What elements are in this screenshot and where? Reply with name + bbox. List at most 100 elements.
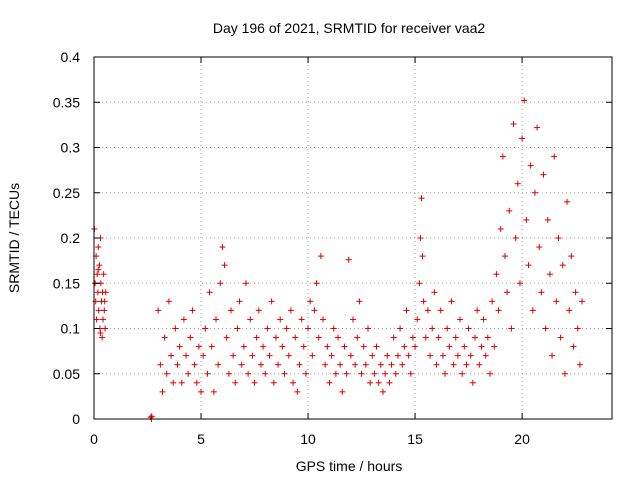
data-point [570, 343, 577, 350]
data-point [337, 361, 344, 368]
data-point [454, 352, 461, 359]
data-point [213, 316, 220, 323]
data-point [519, 135, 526, 142]
data-point [497, 225, 504, 232]
data-point [219, 244, 226, 251]
data-point [99, 334, 106, 341]
data-point [99, 316, 106, 323]
data-point [399, 361, 406, 368]
data-point [401, 343, 408, 350]
data-point [255, 307, 262, 314]
data-point [174, 361, 181, 368]
data-point [420, 298, 427, 305]
data-point [236, 298, 243, 305]
data-point [394, 352, 401, 359]
data-point [461, 343, 468, 350]
y-tick-label: 0 [72, 411, 80, 427]
data-point [551, 153, 558, 160]
data-point [302, 370, 309, 377]
data-point [232, 379, 239, 386]
data-point [352, 361, 359, 368]
data-point [472, 334, 479, 341]
data-point [574, 325, 581, 332]
data-point [100, 271, 107, 278]
data-point [512, 235, 519, 241]
data-point [260, 343, 267, 350]
data-point [412, 343, 419, 350]
data-point [217, 280, 224, 287]
data-point [553, 298, 560, 305]
data-point [482, 352, 489, 359]
x-tick-label: 0 [90, 431, 98, 447]
data-point [422, 334, 429, 341]
data-point [388, 361, 395, 368]
data-point [298, 316, 305, 323]
data-point [397, 325, 404, 332]
data-point [566, 307, 573, 314]
data-point [215, 361, 222, 368]
data-point [95, 266, 102, 273]
data-point [510, 120, 517, 127]
data-point [480, 316, 487, 323]
data-point [266, 352, 273, 359]
data-point [294, 388, 301, 395]
data-point [508, 325, 515, 332]
data-point [296, 361, 303, 368]
data-point [371, 370, 378, 377]
data-point [277, 316, 284, 323]
data-point [450, 361, 457, 368]
data-point [198, 388, 205, 395]
data-point [360, 343, 367, 350]
y-tick-label: 0.3 [61, 140, 81, 156]
data-point [328, 352, 335, 359]
data-point [493, 271, 500, 278]
data-point [290, 379, 297, 386]
data-point [540, 171, 547, 178]
data-point [362, 361, 369, 368]
data-point [572, 289, 579, 296]
data-point [101, 307, 108, 314]
data-point [93, 316, 100, 323]
data-point [542, 325, 549, 332]
data-point [148, 413, 155, 420]
data-point [356, 298, 363, 305]
data-point [446, 343, 453, 350]
data-point [155, 307, 162, 314]
data-point [161, 334, 168, 341]
data-point [272, 334, 279, 341]
data-point [459, 370, 466, 377]
data-point [463, 361, 470, 368]
data-point [270, 379, 277, 386]
x-axis-label: GPS time / hours [296, 458, 403, 474]
y-tick-label: 0.1 [61, 321, 81, 337]
data-point [240, 343, 247, 350]
data-point [442, 370, 449, 377]
data-point [242, 280, 249, 287]
data-point [170, 379, 177, 386]
data-point [392, 370, 399, 377]
data-point [457, 316, 464, 323]
data-point [165, 298, 172, 305]
data-point [373, 343, 380, 350]
data-point [185, 370, 192, 377]
data-point [94, 271, 101, 278]
data-point [347, 352, 354, 359]
data-point [102, 289, 109, 296]
grid [94, 57, 612, 419]
x-tick-label: 20 [514, 431, 530, 447]
data-point [176, 343, 183, 350]
data-point [564, 198, 571, 205]
data-point [386, 379, 393, 386]
data-point [183, 352, 190, 359]
data-point [168, 352, 175, 359]
data-point [478, 343, 485, 350]
y-axis-label: SRMTID / TECUs [6, 183, 22, 293]
data-point [313, 280, 320, 287]
data-point [435, 334, 442, 341]
data-point [405, 352, 412, 359]
data-point [172, 325, 179, 332]
data-point [283, 325, 290, 332]
data-point [486, 370, 493, 377]
data-point [452, 334, 459, 341]
